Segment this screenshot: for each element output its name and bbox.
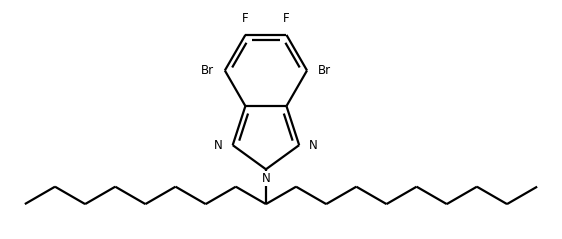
- Text: Br: Br: [318, 64, 331, 77]
- Text: N: N: [309, 139, 318, 152]
- Text: N: N: [261, 172, 270, 185]
- Text: N: N: [214, 139, 223, 152]
- Text: F: F: [283, 12, 290, 25]
- Text: Br: Br: [201, 64, 214, 77]
- Text: F: F: [242, 12, 249, 25]
